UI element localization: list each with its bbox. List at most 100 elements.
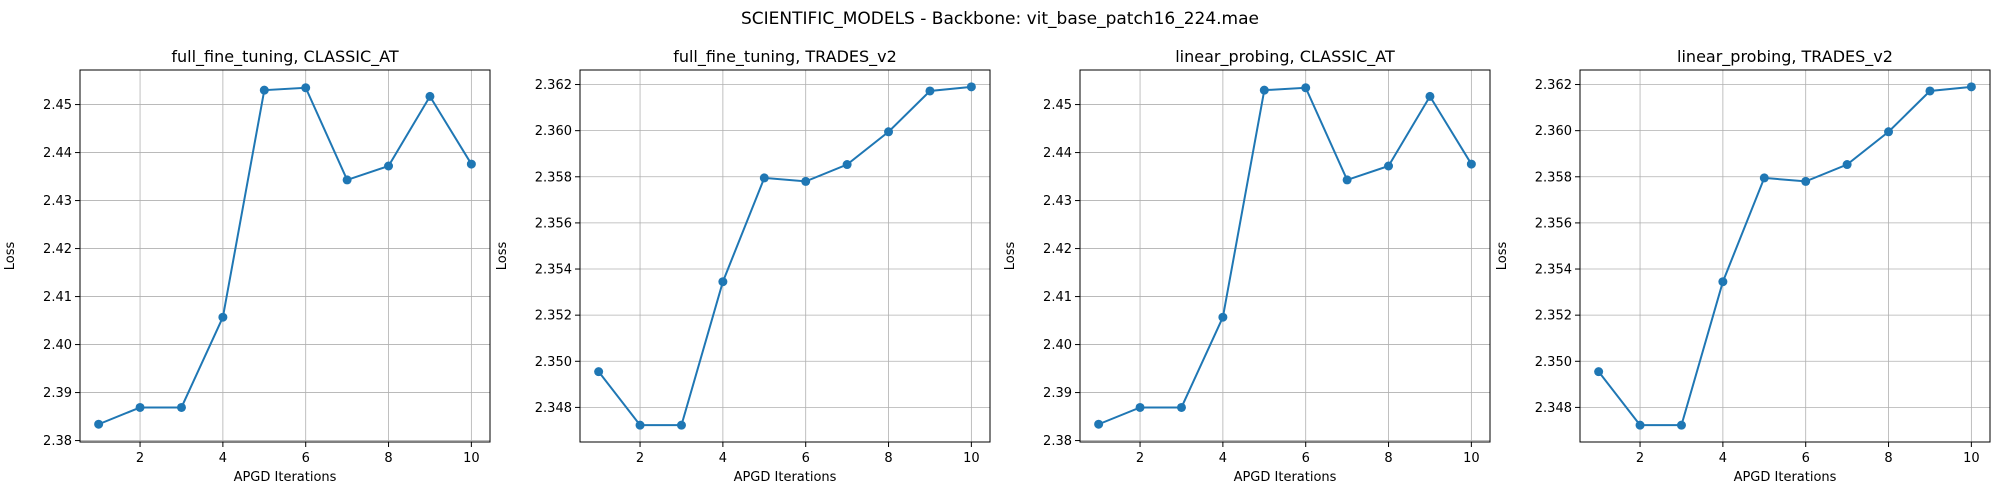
y-tick-label: 2.40 <box>1043 338 1072 353</box>
axes-frame <box>579 69 991 443</box>
data-point <box>1842 160 1852 170</box>
subplot-title: linear_probing, CLASSIC_AT <box>1175 47 1395 67</box>
series-line <box>597 85 972 427</box>
x-tick-label: 10 <box>963 451 980 466</box>
y-tick-label: 2.43 <box>1043 194 1072 209</box>
data-point <box>1176 402 1186 412</box>
plot-area <box>1080 70 1490 442</box>
data-point <box>342 175 352 185</box>
data-point <box>1594 367 1604 377</box>
data-point <box>1718 277 1728 287</box>
data-point <box>676 420 686 430</box>
data-point <box>884 127 894 137</box>
y-tick-label: 2.43 <box>43 194 72 209</box>
y-tick-label: 2.348 <box>1535 401 1572 416</box>
plot-area <box>80 70 490 442</box>
axes-frame <box>79 69 491 443</box>
y-axis-label: Loss <box>3 242 18 271</box>
data-point <box>1384 161 1394 171</box>
y-tick-label: 2.360 <box>1535 124 1572 139</box>
y-tick-label: 2.362 <box>535 78 572 93</box>
data-point <box>425 91 435 101</box>
data-point <box>718 277 728 287</box>
subplot-4: 2 4 6 8 10 2.348 2.350 2.352 2.354 2.356 2.358 2.36… <box>1495 47 1991 485</box>
y-tick-label: 2.39 <box>1043 386 1072 401</box>
axes-frame <box>1579 69 1991 443</box>
plot-area <box>580 70 990 442</box>
x-tick-label: 2 <box>636 451 644 466</box>
y-tick-label: 2.45 <box>43 98 72 113</box>
x-tick-label: 6 <box>1302 451 1310 466</box>
x-axis-label: APGD Iterations <box>234 470 337 485</box>
x-tick-label: 2 <box>1636 451 1644 466</box>
data-point <box>759 173 769 183</box>
series-line <box>1597 85 1972 427</box>
axes-frame <box>1079 69 1491 443</box>
data-point <box>1801 176 1811 186</box>
figure-title: SCIENTIFIC_MODELS - Backbone: vit_base_p… <box>741 9 1259 29</box>
y-tick-label: 2.356 <box>1535 216 1572 231</box>
data-point <box>925 86 935 96</box>
data-point <box>966 82 976 92</box>
data-point <box>1466 159 1476 169</box>
y-tick-label: 2.356 <box>535 216 572 231</box>
x-tick-label: 2 <box>1136 451 1144 466</box>
y-tick-label: 2.38 <box>43 434 72 449</box>
subplot-title: linear_probing, TRADES_v2 <box>1677 47 1893 67</box>
x-tick-label: 10 <box>1463 451 1480 466</box>
y-tick-label: 2.352 <box>535 309 572 324</box>
data-point <box>1884 127 1894 137</box>
x-tick-label: 8 <box>884 451 892 466</box>
y-axis-label: Loss <box>495 242 510 271</box>
x-tick-label: 8 <box>384 451 392 466</box>
series-line <box>1098 86 1473 426</box>
x-tick-label: 8 <box>1384 451 1392 466</box>
subplot-title: full_fine_tuning, TRADES_v2 <box>673 47 897 67</box>
data-point <box>1094 419 1104 429</box>
x-tick-label: 6 <box>802 451 810 466</box>
x-tick-label: 4 <box>1719 451 1727 466</box>
y-tick-label: 2.358 <box>535 170 572 185</box>
data-point <box>1135 402 1145 412</box>
data-point <box>1218 312 1228 322</box>
data-point <box>1635 420 1645 430</box>
data-point <box>801 176 811 186</box>
y-axis-label: Loss <box>1495 242 1510 271</box>
data-point <box>1342 175 1352 185</box>
y-axis-label: Loss <box>1003 242 1018 271</box>
data-point <box>1301 83 1311 93</box>
y-tick-label: 2.41 <box>1043 290 1072 305</box>
data-point <box>94 419 104 429</box>
data-point <box>466 159 476 169</box>
x-tick-label: 2 <box>136 451 144 466</box>
y-tick-label: 2.358 <box>1535 170 1572 185</box>
data-point <box>1966 82 1976 92</box>
series-line <box>98 86 473 426</box>
y-tick-label: 2.354 <box>535 263 572 278</box>
data-point <box>135 402 145 412</box>
y-tick-label: 2.352 <box>1535 309 1572 324</box>
y-tick-label: 2.354 <box>1535 263 1572 278</box>
y-tick-label: 2.44 <box>1043 146 1072 161</box>
x-axis-label: APGD Iterations <box>734 470 837 485</box>
subplot-2: 2 4 6 8 10 2.348 2.350 2.352 2.354 2.356 2.358 2.36… <box>495 47 991 485</box>
y-tick-label: 2.42 <box>43 242 72 257</box>
data-point <box>594 367 604 377</box>
data-point <box>301 83 311 93</box>
y-tick-label: 2.40 <box>43 338 72 353</box>
y-tick-label: 2.45 <box>1043 98 1072 113</box>
data-point <box>1425 91 1435 101</box>
x-tick-label: 8 <box>1884 451 1892 466</box>
y-tick-label: 2.41 <box>43 290 72 305</box>
y-tick-label: 2.350 <box>1535 355 1572 370</box>
x-tick-label: 4 <box>719 451 727 466</box>
data-point <box>842 160 852 170</box>
x-tick-label: 4 <box>1219 451 1227 466</box>
data-point <box>218 312 228 322</box>
data-point <box>384 161 394 171</box>
data-point <box>1925 86 1935 96</box>
data-point <box>176 402 186 412</box>
data-point <box>1759 173 1769 183</box>
subplot-3: 2 4 6 8 10 2.38 2.39 2.40 2.41 2.42 2.43 2.44 2.45 li… <box>1003 47 1491 485</box>
